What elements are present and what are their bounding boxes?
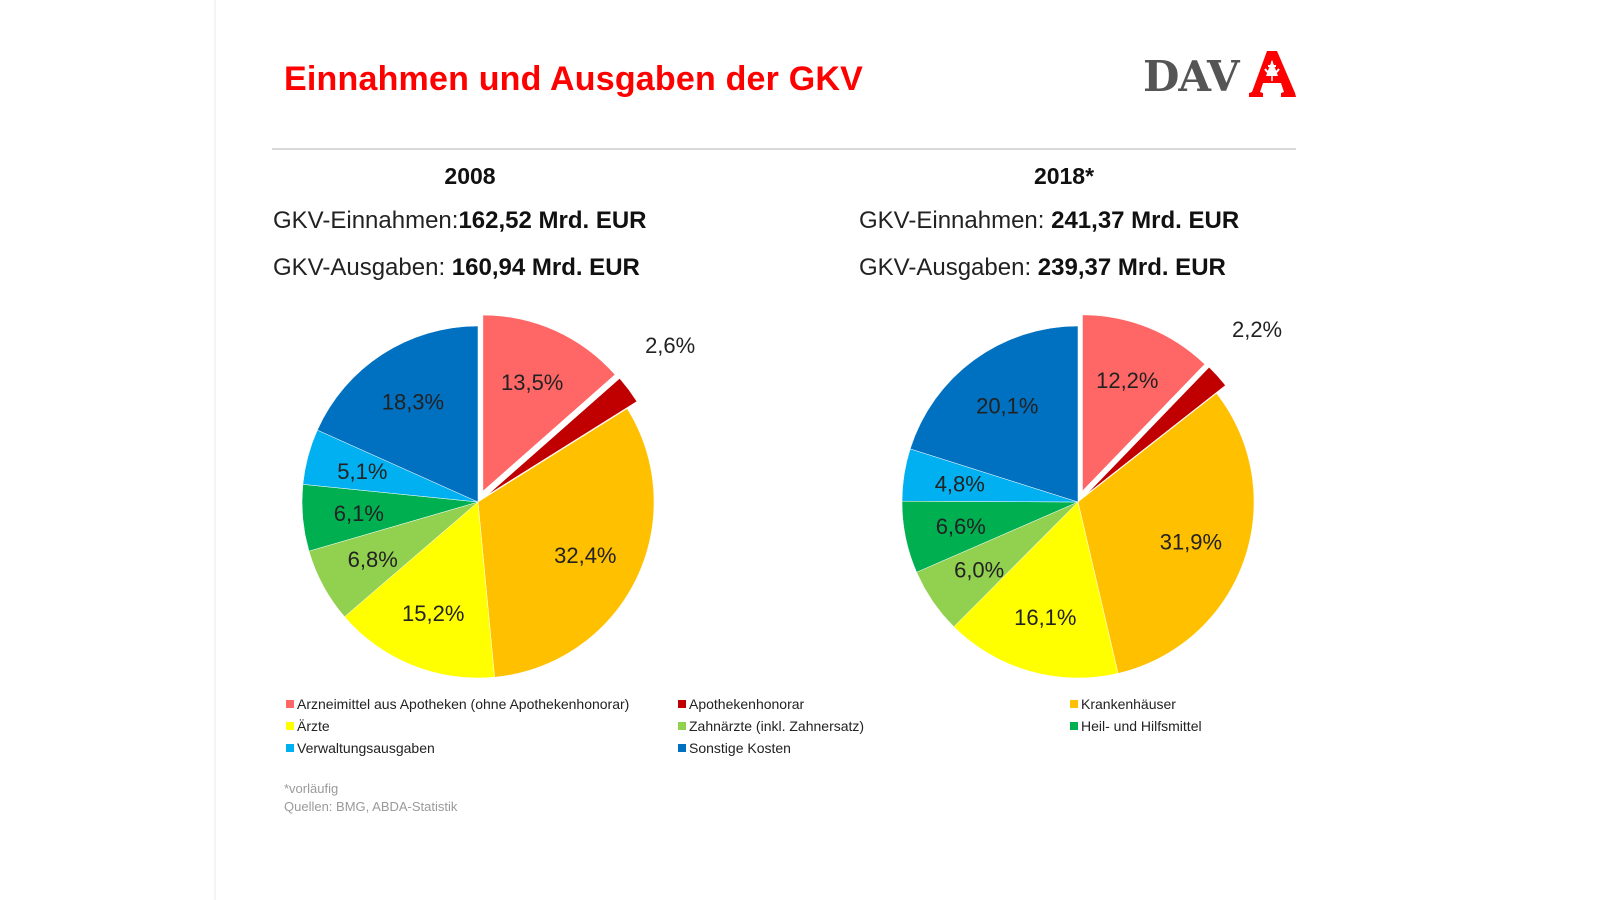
legend-item: Verwaltungsausgaben bbox=[286, 740, 435, 756]
apotheke-a-icon bbox=[1247, 49, 1297, 104]
logo-text: DAV bbox=[1143, 51, 1240, 101]
pie-data-label: 15,2% bbox=[402, 601, 464, 626]
chart-title-2008: 2008 bbox=[444, 163, 496, 189]
pie-slice-aerzte bbox=[344, 501, 495, 679]
pie-data-label: 31,9% bbox=[1160, 530, 1222, 555]
pie-data-label: 18,3% bbox=[382, 390, 444, 415]
pie-data-label: 32,4% bbox=[554, 543, 616, 568]
expense-label: GKV-Ausgaben: bbox=[859, 254, 1038, 281]
income-value: 162,52 Mrd. EUR bbox=[458, 207, 647, 234]
pie-slice-sonstige bbox=[909, 325, 1079, 503]
pie-slice-apothekenhonorar bbox=[1086, 366, 1226, 495]
expense-label: GKV-Ausgaben: bbox=[273, 254, 452, 281]
legend-item: Arzneimittel aus Apotheken (ohne Apothek… bbox=[286, 696, 629, 712]
legend-item: Krankenhäuser bbox=[1070, 696, 1176, 712]
income-2018: GKV-Einnahmen: 241,37 Mrd. EUR bbox=[859, 207, 1239, 235]
pie-data-label: 4,8% bbox=[935, 471, 985, 496]
legend-label: Verwaltungsausgaben bbox=[297, 740, 435, 756]
legend-item: Apothekenhonorar bbox=[678, 696, 804, 712]
pie-slice-arzneimittel bbox=[1082, 314, 1206, 492]
income-label: GKV-Einnahmen: bbox=[273, 207, 459, 234]
expense-2018: GKV-Ausgaben: 239,37 Mrd. EUR bbox=[859, 254, 1226, 282]
legend-swatch bbox=[286, 744, 294, 752]
slide-edge bbox=[214, 0, 216, 900]
legend-swatch bbox=[678, 744, 686, 752]
pie-data-label: 5,1% bbox=[337, 459, 387, 484]
income-label: GKV-Einnahmen: bbox=[859, 207, 1052, 234]
pie-data-label: 6,6% bbox=[936, 514, 986, 539]
footnote-preliminary: *vorläufig bbox=[284, 781, 339, 796]
legend-label: Zahnärzte (inkl. Zahnersatz) bbox=[689, 718, 865, 734]
pie-slice-krankenhaeuser bbox=[477, 408, 655, 678]
legend-swatch bbox=[678, 722, 686, 730]
chart-title-2018: 2018* bbox=[1033, 163, 1095, 189]
pie-data-label: 12,2% bbox=[1096, 368, 1158, 393]
legend-label: Krankenhäuser bbox=[1081, 696, 1176, 712]
legend-swatch bbox=[1070, 722, 1078, 730]
legend-label: Heil- und Hilfsmittel bbox=[1081, 718, 1202, 734]
pie-data-label: 16,1% bbox=[1014, 605, 1076, 630]
legend-item: Ärzte bbox=[286, 718, 330, 734]
expense-2008: GKV-Ausgaben: 160,94 Mrd. EUR bbox=[273, 254, 640, 282]
pie-chart-2008: 13,5% 2,6% 32,4% 15,2% 6,8% 6,1% 5,1% 18,3% bbox=[301, 314, 695, 679]
pie-data-label: 6,0% bbox=[954, 557, 1004, 582]
legend-swatch bbox=[286, 700, 294, 708]
legend-swatch bbox=[678, 700, 686, 708]
legend-label: Apothekenhonorar bbox=[689, 696, 805, 712]
pie-data-label: 13,5% bbox=[501, 370, 563, 395]
pie-slice-aerzte bbox=[953, 501, 1119, 679]
legend-item: Heil- und Hilfsmittel bbox=[1070, 718, 1202, 734]
legend-label: Sonstige Kosten bbox=[689, 740, 791, 756]
pie-data-label: 2,6% bbox=[645, 333, 695, 358]
pie-data-label: 6,1% bbox=[334, 501, 384, 526]
pie-data-label: 2,2% bbox=[1232, 317, 1282, 342]
dav-logo: DAV bbox=[1143, 50, 1297, 102]
expense-value: 239,37 Mrd. EUR bbox=[1037, 254, 1226, 281]
legend-swatch bbox=[1070, 700, 1078, 708]
pie-slice-arzneimittel bbox=[482, 314, 616, 492]
expense-value: 160,94 Mrd. EUR bbox=[451, 254, 640, 281]
pie-slice-apothekenhonorar bbox=[487, 378, 638, 496]
pie-slice-krankenhaeuser bbox=[1077, 393, 1255, 674]
legend-item: Zahnärzte (inkl. Zahnersatz) bbox=[678, 718, 864, 734]
pie-data-label: 20,1% bbox=[976, 393, 1038, 418]
legend-item: Sonstige Kosten bbox=[678, 740, 791, 756]
footnote-sources: Quellen: BMG, ABDA-Statistik bbox=[284, 799, 458, 814]
header-divider bbox=[272, 148, 1296, 150]
pie-slice-sonstige bbox=[317, 325, 479, 503]
pie-chart-2018: 12,2% 2,2% 31,9% 16,1% 6,0% 6,6% 4,8% 20,1% bbox=[901, 314, 1282, 679]
page-title: Einnahmen und Ausgaben der GKV bbox=[284, 60, 864, 98]
legend-swatch bbox=[286, 722, 294, 730]
income-value: 241,37 Mrd. EUR bbox=[1051, 207, 1240, 234]
pie-data-label: 6,8% bbox=[348, 547, 398, 572]
legend-label: Ärzte bbox=[297, 718, 330, 734]
income-2008: GKV-Einnahmen:162,52 Mrd. EUR bbox=[273, 207, 647, 235]
legend-label: Arzneimittel aus Apotheken (ohne Apothek… bbox=[297, 696, 630, 712]
